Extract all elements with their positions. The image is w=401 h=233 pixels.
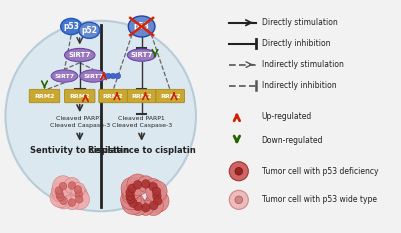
Circle shape (68, 182, 76, 189)
Circle shape (229, 190, 248, 209)
Circle shape (127, 195, 135, 204)
Text: SIRT7: SIRT7 (130, 52, 153, 58)
Circle shape (235, 168, 243, 175)
Circle shape (50, 187, 71, 208)
Text: Indirectly stimulation: Indirectly stimulation (261, 60, 344, 69)
Circle shape (56, 190, 63, 198)
Text: Indirectly inhibition: Indirectly inhibition (261, 81, 336, 90)
Circle shape (68, 199, 76, 206)
Circle shape (70, 185, 87, 203)
Circle shape (115, 73, 121, 79)
Circle shape (146, 190, 169, 212)
Circle shape (149, 182, 158, 191)
Circle shape (128, 184, 136, 192)
Text: Tumor cell with p53 deficiency: Tumor cell with p53 deficiency (261, 167, 378, 176)
Ellipse shape (65, 48, 95, 62)
Text: RRM2: RRM2 (103, 93, 124, 99)
Circle shape (75, 195, 83, 203)
Circle shape (142, 203, 150, 212)
Text: SIRT7: SIRT7 (83, 74, 103, 79)
Text: Up-regulated: Up-regulated (261, 112, 312, 120)
Circle shape (64, 177, 80, 193)
Circle shape (105, 73, 111, 79)
Text: RRM2: RRM2 (132, 93, 152, 99)
Circle shape (147, 186, 166, 206)
Circle shape (69, 189, 89, 209)
Text: RRM2: RRM2 (34, 93, 55, 99)
Text: p53: p53 (63, 22, 79, 31)
Circle shape (152, 187, 161, 196)
Circle shape (55, 187, 63, 194)
Circle shape (121, 177, 143, 199)
Circle shape (235, 196, 243, 204)
FancyBboxPatch shape (99, 89, 128, 103)
Circle shape (146, 181, 167, 202)
Circle shape (122, 192, 144, 214)
Text: Sentivity to cisplatin: Sentivity to cisplatin (30, 146, 130, 155)
Circle shape (142, 180, 150, 188)
Circle shape (129, 198, 147, 216)
Circle shape (138, 176, 154, 192)
Circle shape (65, 195, 79, 210)
Text: SIRT7: SIRT7 (69, 52, 91, 58)
Circle shape (59, 182, 67, 190)
Text: Down-regulated: Down-regulated (261, 136, 323, 145)
Circle shape (57, 193, 64, 201)
Circle shape (110, 73, 116, 79)
Circle shape (138, 200, 154, 216)
Text: RRM2: RRM2 (160, 93, 180, 99)
Circle shape (60, 197, 67, 205)
Text: Cleaved PARP1
Cleaved Caspase-3: Cleaved PARP1 Cleaved Caspase-3 (50, 116, 110, 128)
Text: Directly inhibition: Directly inhibition (261, 39, 330, 48)
Ellipse shape (79, 22, 100, 38)
Circle shape (127, 174, 148, 195)
Circle shape (71, 182, 85, 197)
Circle shape (51, 183, 67, 198)
Circle shape (56, 193, 72, 209)
FancyBboxPatch shape (29, 89, 60, 103)
Circle shape (144, 196, 163, 216)
Circle shape (122, 188, 138, 204)
Circle shape (153, 192, 161, 200)
Text: Directly stimulation: Directly stimulation (261, 18, 337, 27)
Ellipse shape (80, 70, 106, 82)
Circle shape (52, 187, 67, 202)
Ellipse shape (128, 49, 156, 61)
Circle shape (121, 189, 141, 210)
Ellipse shape (128, 16, 155, 37)
Text: Resistance to cisplatin: Resistance to cisplatin (88, 146, 196, 155)
Circle shape (126, 188, 134, 197)
Text: Tumor cell with p53 wide type: Tumor cell with p53 wide type (261, 195, 377, 204)
Circle shape (53, 176, 73, 197)
Ellipse shape (51, 70, 78, 82)
Text: p52: p52 (81, 26, 97, 35)
Circle shape (74, 186, 82, 193)
Circle shape (126, 192, 134, 200)
Circle shape (145, 178, 161, 195)
Circle shape (153, 197, 162, 205)
Text: SIRT7: SIRT7 (55, 74, 75, 79)
Circle shape (122, 184, 139, 201)
Circle shape (134, 202, 142, 211)
Circle shape (6, 21, 196, 211)
Circle shape (134, 181, 142, 189)
FancyBboxPatch shape (128, 89, 156, 103)
Text: p53: p53 (134, 22, 150, 31)
Text: Cleaved PARP1
Cleaved Caspase-3: Cleaved PARP1 Cleaved Caspase-3 (111, 116, 172, 128)
FancyBboxPatch shape (156, 89, 184, 103)
Circle shape (129, 199, 137, 207)
Circle shape (149, 201, 158, 210)
Circle shape (229, 162, 248, 181)
FancyBboxPatch shape (65, 89, 95, 103)
Circle shape (75, 190, 83, 198)
Ellipse shape (61, 18, 82, 34)
Text: RRM2: RRM2 (69, 93, 90, 99)
